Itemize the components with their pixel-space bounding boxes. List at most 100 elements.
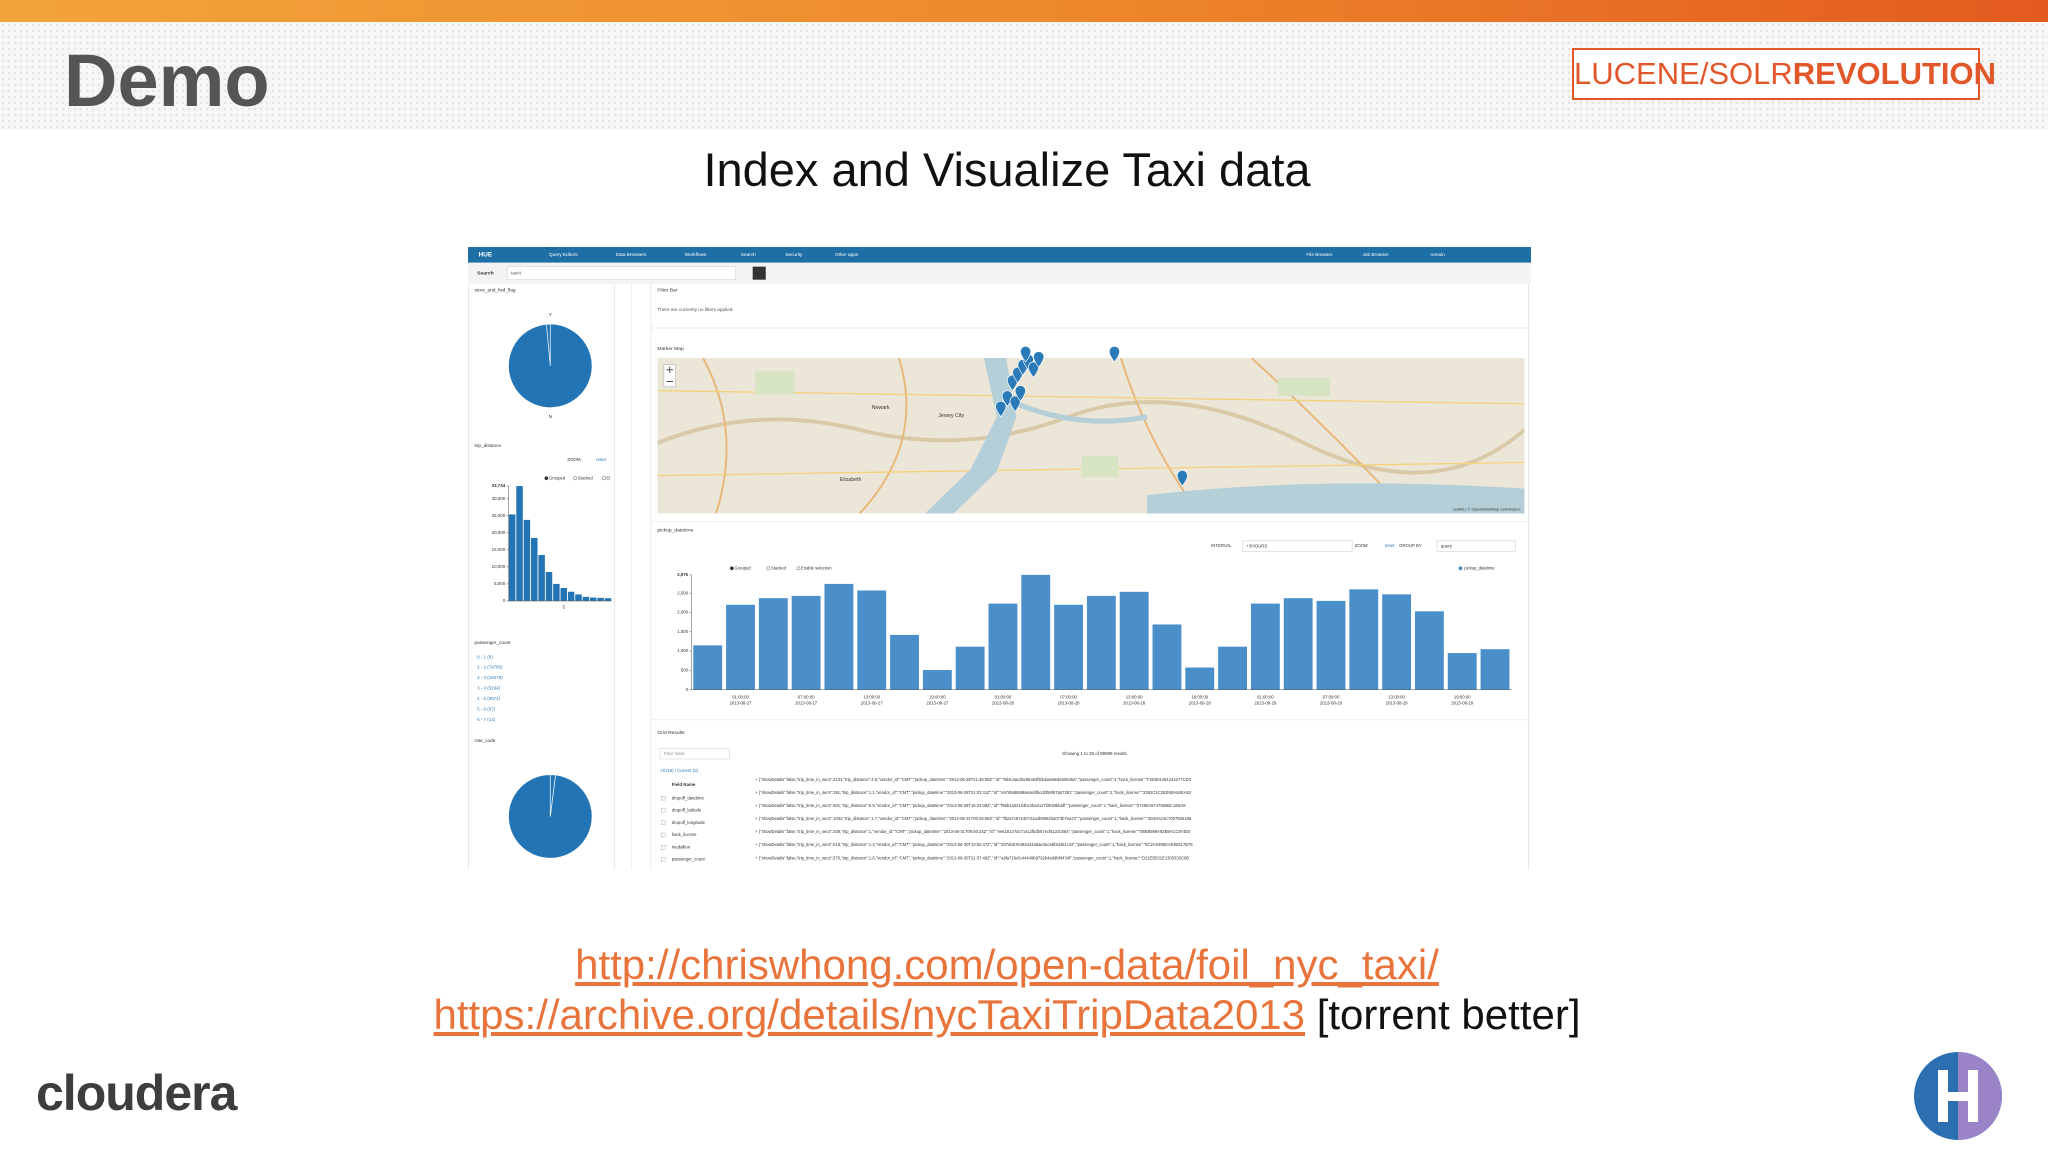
label: Workflows xyxy=(685,252,707,257)
label: Y xyxy=(549,312,553,317)
nav-bar xyxy=(468,247,1531,263)
label: passenger_count xyxy=(672,857,706,862)
bar xyxy=(560,588,567,601)
x-tick-label: 19:00:00 xyxy=(1191,695,1208,700)
label: Jersey City xyxy=(938,413,964,419)
x-tick-label: 2013-08-28 xyxy=(1058,701,1081,706)
x-tick-label: 2013-08-29 xyxy=(1386,701,1409,706)
link[interactable]: http://chriswhong.com/open-data/foil_nyc… xyxy=(575,941,1439,988)
bar xyxy=(824,583,854,690)
x-tick-label: 2013-08-28 xyxy=(992,701,1015,706)
bar xyxy=(1119,591,1149,690)
x-tick-label: 13:00:00 xyxy=(863,695,880,700)
bar xyxy=(508,514,516,601)
slide-title: Demo xyxy=(64,39,270,122)
result-row[interactable]: + {"showDetails":false,"trip_time_in_sec… xyxy=(755,803,1186,808)
map-markers xyxy=(995,346,1188,487)
x-tick-label: 2013-08-29 xyxy=(1451,701,1474,706)
label: Job Browser xyxy=(1363,252,1389,257)
bar xyxy=(1250,603,1280,690)
logo-light: LUCENE/SOLR xyxy=(1574,56,1793,91)
label: 5 - 6 (67) xyxy=(477,707,496,712)
result-row[interactable]: + {"showDetails":false,"trip_time_in_sec… xyxy=(755,777,1191,782)
bar xyxy=(1382,594,1412,690)
hue-screenshot: HUE Query Editors Data Browsers Workflows Se… xyxy=(468,247,1531,870)
x-tick-label: 19:00:00 xyxy=(929,695,946,700)
bar xyxy=(1021,574,1051,690)
label: All (16) / Current (0) xyxy=(660,768,699,773)
search-input[interactable] xyxy=(506,266,736,280)
y-tick-label: 10,000 xyxy=(492,564,506,569)
x-tick-label: 2013-08-27 xyxy=(730,701,753,706)
legend-radio xyxy=(573,476,577,481)
bar xyxy=(1218,646,1248,690)
x-tick-label: 13:00:00 xyxy=(1126,695,1143,700)
label: Query Editors xyxy=(549,252,578,257)
x-tick-label: 2013-08-27 xyxy=(795,701,818,706)
field-checkbox xyxy=(661,857,666,862)
map-marker xyxy=(1009,395,1021,413)
bar xyxy=(1086,595,1116,690)
bar xyxy=(516,486,523,601)
label: Stacked xyxy=(578,475,594,480)
bar xyxy=(1447,653,1477,690)
label: ZOOM xyxy=(567,457,581,462)
conference-logo: LUCENE/SOLRREVOLUTION xyxy=(1572,48,1996,100)
label: reset xyxy=(1385,543,1395,548)
label: HUE xyxy=(478,252,492,259)
label: pickup_datetime xyxy=(657,528,693,534)
label: Grouped xyxy=(734,565,751,570)
filter-input xyxy=(659,748,730,760)
legend-radio xyxy=(766,566,771,571)
map-marker xyxy=(1176,470,1188,487)
pie-slice xyxy=(508,323,593,408)
label: taxi4 xyxy=(511,270,521,275)
field-checkbox xyxy=(661,820,666,825)
bar xyxy=(597,597,604,601)
y-tick-label: 0 xyxy=(503,598,506,603)
result-row[interactable]: + {"showDetails":false,"trip_time_in_sec… xyxy=(755,842,1193,847)
result-row[interactable]: + {"showDetails":false,"trip_time_in_sec… xyxy=(755,855,1189,860)
map-marker xyxy=(1108,346,1120,363)
x-tick-label: 2013-08-28 xyxy=(1189,701,1212,706)
label: Search xyxy=(741,252,756,257)
label: Search xyxy=(477,270,494,276)
bar xyxy=(890,634,919,690)
bar xyxy=(1283,598,1313,690)
label: GROUP BY xyxy=(1399,543,1422,548)
label: Er xyxy=(606,475,611,480)
label: +3HOURS xyxy=(1246,543,1267,548)
label: 4 - 5 (3574) xyxy=(477,696,500,701)
bar xyxy=(1480,649,1510,690)
label: Enable selection xyxy=(801,565,832,570)
result-rows: + {"showDetails":false,"trip_time_in_sec… xyxy=(755,777,1193,860)
y-tick-label: 25,000 xyxy=(492,513,506,518)
bar xyxy=(531,537,538,601)
bar xyxy=(857,590,887,690)
bar xyxy=(1054,604,1083,690)
x-tick-label: 2013-08-27 xyxy=(926,701,949,706)
x-tick-label: 2013-08-29 xyxy=(1320,701,1343,706)
result-row[interactable]: + {"showDetails":false,"trip_time_in_sec… xyxy=(755,816,1192,821)
x-tick-label: 2013-08-29 xyxy=(1254,701,1277,706)
label: ZOOM xyxy=(1355,543,1368,548)
search-button[interactable] xyxy=(752,266,766,280)
legend-radio xyxy=(544,476,549,481)
bar xyxy=(538,554,545,601)
label: store_and_fwd_flag xyxy=(475,287,516,292)
label: Filter Bar xyxy=(657,287,677,293)
label: Marker Map xyxy=(657,346,684,352)
x-tick-label: 01:00:00 xyxy=(732,695,749,700)
result-row[interactable]: + {"showDetails":false,"trip_time_in_sec… xyxy=(755,790,1192,795)
link[interactable]: https://archive.org/details/nycTaxiTripD… xyxy=(433,991,1306,1038)
pie-slice xyxy=(549,774,556,817)
label: medallion xyxy=(672,844,691,849)
map[interactable] xyxy=(657,358,1525,514)
label: Other apps xyxy=(835,252,859,257)
label: Stacked xyxy=(771,565,787,570)
result-row[interactable]: + {"showDetails":false,"trip_time_in_sec… xyxy=(755,829,1191,834)
label: passenger_count xyxy=(475,640,512,645)
y-tick-label: 5,000 xyxy=(494,581,506,586)
bar xyxy=(604,598,612,601)
